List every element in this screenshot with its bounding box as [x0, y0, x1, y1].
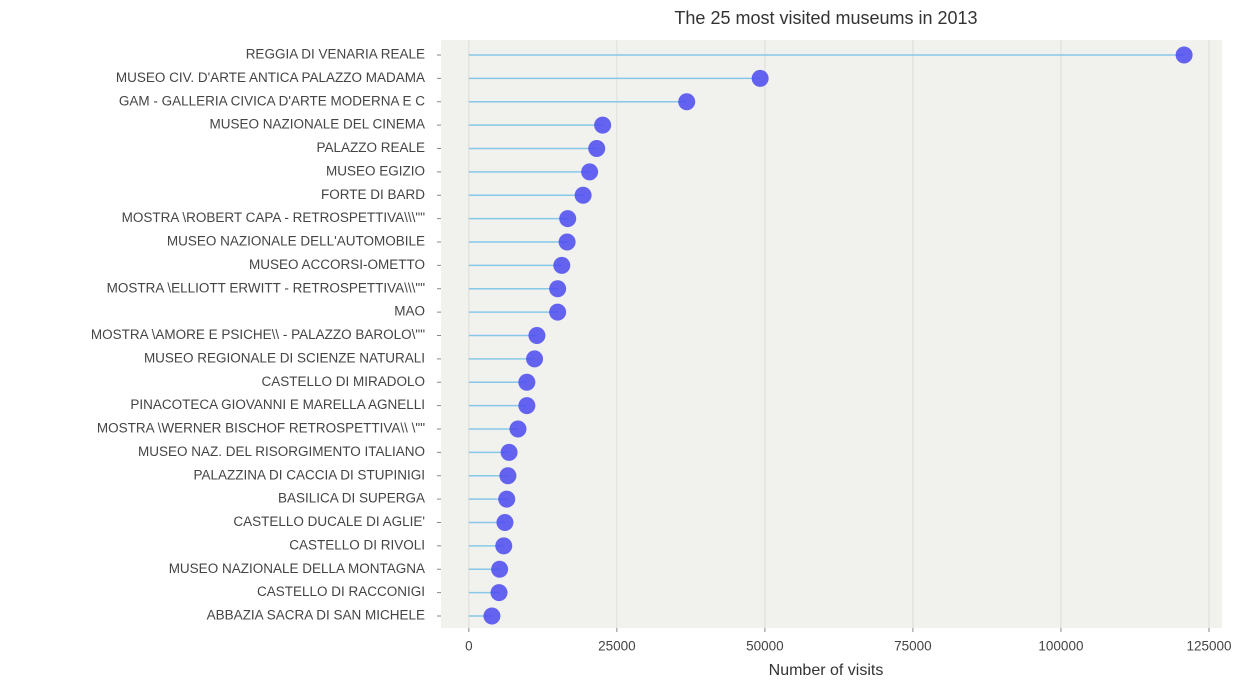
point — [500, 443, 518, 461]
x-tick-label: 125000 — [1186, 639, 1231, 654]
y-tick-label: MUSEO ACCORSI-OMETTO — [249, 257, 425, 272]
y-tick-label: PALAZZINA DI CACCIA DI STUPINIGI — [193, 467, 425, 482]
point — [518, 373, 536, 391]
point — [499, 467, 517, 485]
point — [559, 210, 577, 228]
point — [581, 163, 599, 181]
point — [549, 280, 567, 298]
y-tick-label: ABBAZIA SACRA DI SAN MICHELE — [207, 608, 425, 623]
point — [495, 537, 513, 555]
y-tick-label: MOSTRA \WERNER BISCHOF RETROSPETTIVA\\ \… — [97, 421, 425, 436]
point — [751, 69, 769, 87]
y-tick-label: CASTELLO DI RIVOLI — [289, 537, 425, 552]
y-tick-label: MUSEO NAZ. DEL RISORGIMENTO ITALIANO — [138, 444, 425, 459]
point — [483, 607, 501, 625]
y-tick-label: PALAZZO REALE — [316, 140, 425, 155]
chart-title: The 25 most visited museums in 2013 — [674, 8, 977, 28]
x-tick-label: 50000 — [746, 639, 784, 654]
x-tick-label: 0 — [465, 639, 473, 654]
y-tick-label: FORTE DI BARD — [321, 187, 425, 202]
point — [518, 397, 536, 415]
point — [588, 140, 606, 157]
y-tick-label: CASTELLO DI MIRADOLO — [261, 374, 425, 389]
y-tick-label: MUSEO NAZIONALE DEL CINEMA — [209, 117, 425, 132]
y-tick-label: MOSTRA \AMORE E PSICHE\\ - PALAZZO BAROL… — [91, 327, 425, 342]
y-tick-label: REGGIA DI VENARIA REALE — [246, 47, 425, 62]
x-tick-label: 100000 — [1038, 639, 1083, 654]
point — [549, 303, 567, 321]
point — [509, 420, 527, 438]
point — [553, 256, 571, 274]
x-axis-title: Number of visits — [769, 662, 884, 679]
y-tick-label: MUSEO NAZIONALE DELLA MONTAGNA — [169, 561, 425, 576]
point — [1175, 46, 1193, 64]
y-tick-label: MUSEO NAZIONALE DELL'AUTOMOBILE — [167, 234, 425, 249]
point — [558, 233, 576, 251]
point — [491, 560, 509, 578]
x-tick-label: 25000 — [598, 639, 636, 654]
point — [498, 490, 516, 508]
point — [528, 327, 546, 344]
y-tick-label: MUSEO EGIZIO — [326, 163, 425, 178]
point — [678, 93, 696, 111]
y-tick-label: PINACOTECA GIOVANNI E MARELLA AGNELLI — [130, 397, 425, 412]
y-tick-label: CASTELLO DUCALE DI AGLIE' — [233, 514, 425, 529]
plot-background — [441, 40, 1222, 628]
x-tick-label: 75000 — [894, 639, 932, 654]
y-tick-label: CASTELLO DI RACCONIGI — [257, 584, 425, 599]
point — [594, 116, 612, 134]
y-tick-label: MOSTRA \ROBERT CAPA - RETROSPETTIVA\\\"" — [122, 210, 426, 225]
y-tick-label: BASILICA DI SUPERGA — [278, 491, 425, 506]
point — [574, 186, 592, 204]
point — [490, 584, 508, 602]
point — [496, 514, 514, 531]
y-tick-label: MUSEO REGIONALE DI SCIENZE NATURALI — [144, 350, 425, 365]
point — [526, 350, 544, 368]
y-tick-label: GAM - GALLERIA CIVICA D'ARTE MODERNA E C — [119, 93, 425, 108]
y-tick-label: MOSTRA \ELLIOTT ERWITT - RETROSPETTIVA\\… — [107, 280, 426, 295]
y-tick-label: MUSEO CIV. D'ARTE ANTICA PALAZZO MADAMA — [116, 70, 425, 85]
y-tick-label: MAO — [394, 304, 425, 319]
